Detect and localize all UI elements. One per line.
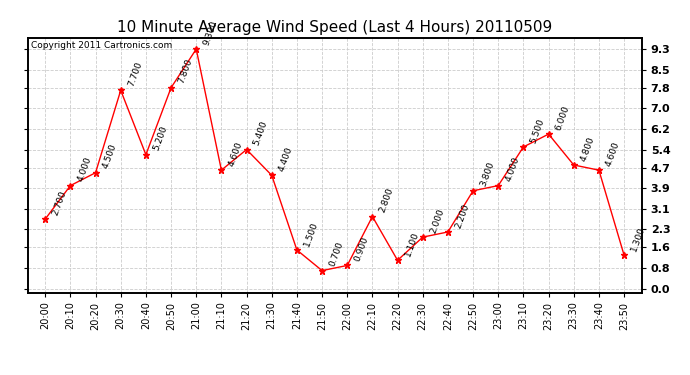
Text: 4.400: 4.400 (277, 146, 295, 172)
Text: 1.500: 1.500 (302, 220, 319, 247)
Text: 9.300: 9.300 (201, 19, 219, 46)
Text: 4.600: 4.600 (227, 140, 244, 167)
Text: 6.000: 6.000 (554, 104, 571, 131)
Text: 4.000: 4.000 (76, 156, 93, 183)
Text: 4.600: 4.600 (604, 140, 622, 167)
Text: 4.000: 4.000 (504, 156, 521, 183)
Text: 1.300: 1.300 (630, 225, 647, 252)
Text: 2.200: 2.200 (453, 202, 471, 229)
Title: 10 Minute Average Wind Speed (Last 4 Hours) 20110509: 10 Minute Average Wind Speed (Last 4 Hou… (117, 20, 552, 35)
Text: 0.700: 0.700 (328, 240, 345, 268)
Text: Copyright 2011 Cartronics.com: Copyright 2011 Cartronics.com (30, 41, 172, 50)
Text: 5.200: 5.200 (151, 124, 169, 152)
Text: 5.400: 5.400 (252, 120, 269, 147)
Text: 4.800: 4.800 (580, 135, 597, 162)
Text: 3.800: 3.800 (479, 160, 496, 188)
Text: 7.800: 7.800 (177, 57, 194, 85)
Text: 2.000: 2.000 (428, 207, 446, 234)
Text: 2.800: 2.800 (378, 186, 395, 214)
Text: 5.500: 5.500 (529, 117, 546, 144)
Text: 0.900: 0.900 (353, 235, 370, 262)
Text: 7.700: 7.700 (126, 60, 144, 87)
Text: 1.100: 1.100 (403, 230, 420, 258)
Text: 2.700: 2.700 (51, 189, 68, 216)
Text: 4.500: 4.500 (101, 142, 119, 170)
